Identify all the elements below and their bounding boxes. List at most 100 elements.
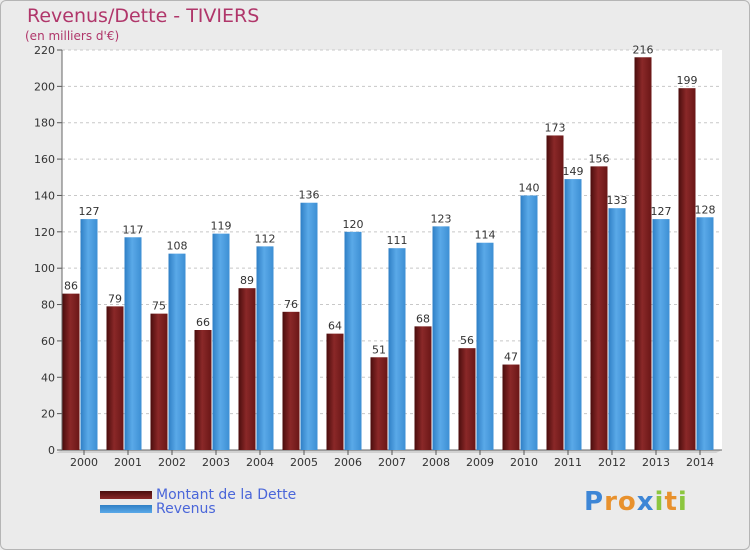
value-label-revenus: 136 (299, 189, 320, 202)
value-label-dette: 66 (196, 316, 210, 329)
value-label-revenus: 117 (123, 223, 144, 236)
value-label-dette: 51 (372, 343, 386, 356)
x-tick-label: 2011 (554, 456, 582, 469)
bar-revenus (124, 237, 142, 450)
bar-dette (326, 333, 344, 450)
bar-revenus (212, 233, 230, 450)
logo-letter: o (617, 487, 637, 517)
y-tick-label: 40 (41, 371, 55, 384)
value-label-dette: 89 (240, 274, 254, 287)
x-tick-label: 2013 (642, 456, 670, 469)
bar-dette (414, 326, 432, 450)
value-label-revenus: 128 (695, 203, 716, 216)
bar-revenus (652, 219, 670, 450)
bar-dette (106, 306, 124, 450)
bar-revenus (696, 217, 714, 450)
x-tick-label: 2001 (114, 456, 142, 469)
value-label-revenus: 127 (651, 205, 672, 218)
value-label-dette: 76 (284, 298, 298, 311)
logo-letter: i (677, 487, 688, 517)
value-label-revenus: 111 (387, 234, 408, 247)
value-label-dette: 56 (460, 334, 474, 347)
chart-subtitle: (en milliers d'€) (25, 29, 120, 43)
bar-dette (458, 348, 476, 450)
y-tick-label: 120 (34, 226, 55, 239)
bar-revenus (344, 231, 362, 450)
legend-swatch-dette (100, 491, 152, 499)
x-tick-label: 2014 (686, 456, 714, 469)
x-tick-label: 2008 (422, 456, 450, 469)
bar-revenus (388, 248, 406, 450)
value-label-revenus: 108 (167, 240, 188, 253)
value-label-revenus: 119 (211, 220, 232, 233)
legend-item-dette: Montant de la Dette (100, 487, 297, 503)
x-tick-label: 2006 (334, 456, 362, 469)
y-tick-label: 160 (34, 153, 55, 166)
bar-dette (678, 88, 696, 450)
value-label-revenus: 127 (79, 205, 100, 218)
value-label-revenus: 112 (255, 232, 276, 245)
bar-dette (502, 364, 520, 450)
legend-label-revenus: Revenus (156, 501, 216, 517)
value-label-dette: 75 (152, 300, 166, 313)
bar-dette (590, 166, 608, 450)
logo-letter: x (636, 487, 655, 517)
value-label-dette: 79 (108, 292, 122, 305)
legend-item-revenus: Revenus (100, 501, 216, 517)
bar-revenus (300, 202, 318, 450)
bar-dette (546, 135, 564, 451)
y-tick-label: 220 (34, 44, 55, 57)
logo-letter: P (584, 487, 605, 517)
value-label-revenus: 114 (475, 229, 496, 242)
x-tick-label: 2000 (70, 456, 98, 469)
value-label-dette: 156 (589, 152, 610, 165)
bar-dette (634, 57, 652, 450)
y-tick-label: 80 (41, 299, 55, 312)
value-label-dette: 64 (328, 320, 342, 333)
y-tick-label: 20 (41, 408, 55, 421)
value-label-dette: 68 (416, 312, 430, 325)
y-tick-label: 140 (34, 189, 55, 202)
bar-revenus (80, 219, 98, 450)
x-tick-label: 2010 (510, 456, 538, 469)
bar-revenus (256, 246, 274, 450)
x-tick-label: 2007 (378, 456, 406, 469)
bar-dette (194, 330, 212, 450)
value-label-revenus: 133 (607, 194, 628, 207)
value-label-dette: 173 (545, 121, 566, 134)
bar-dette (282, 311, 300, 450)
value-label-dette: 86 (64, 280, 78, 293)
x-tick-label: 2012 (598, 456, 626, 469)
value-label-revenus: 123 (431, 212, 452, 225)
plot-floor (56, 450, 722, 453)
x-tick-label: 2002 (158, 456, 186, 469)
y-tick-label: 60 (41, 335, 55, 348)
bar-revenus (608, 208, 626, 450)
x-tick-label: 2003 (202, 456, 230, 469)
proxiti-logo: Proxiti (584, 487, 688, 517)
logo-letter: i (654, 487, 665, 517)
x-tick-label: 2005 (290, 456, 318, 469)
bar-dette (150, 313, 168, 450)
x-tick-label: 2009 (466, 456, 494, 469)
y-tick-label: 200 (34, 80, 55, 93)
bar-revenus (476, 242, 494, 450)
y-tick-label: 180 (34, 117, 55, 130)
x-tick-label: 2004 (246, 456, 274, 469)
value-label-revenus: 149 (563, 165, 584, 178)
bar-revenus (432, 226, 450, 450)
value-label-revenus: 140 (519, 181, 540, 194)
chart-title: Revenus/Dette - TIVIERS (27, 5, 260, 27)
y-tick-label: 0 (48, 444, 55, 457)
bar-dette (238, 288, 256, 450)
logo-letter: t (664, 487, 678, 517)
legend-label-dette: Montant de la Dette (156, 487, 297, 503)
value-label-dette: 199 (677, 74, 698, 87)
y-tick-label: 100 (34, 262, 55, 275)
logo-letter: r (604, 487, 618, 517)
bar-dette (62, 293, 80, 450)
value-label-revenus: 120 (343, 218, 364, 231)
value-label-dette: 216 (633, 43, 654, 56)
bar-revenus (564, 179, 582, 450)
